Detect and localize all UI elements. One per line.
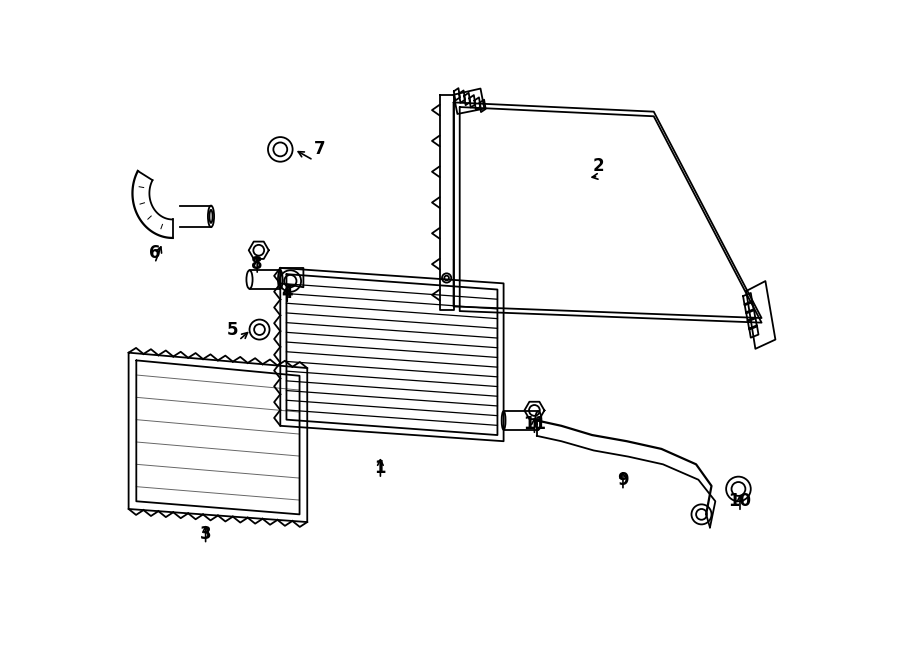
Text: 9: 9 (617, 471, 629, 488)
Text: 11: 11 (523, 415, 546, 433)
Text: 7: 7 (313, 140, 325, 159)
Text: 5: 5 (227, 321, 239, 338)
Text: 3: 3 (200, 525, 212, 543)
Text: 6: 6 (149, 243, 160, 262)
Text: 2: 2 (592, 157, 604, 175)
Text: 4: 4 (282, 284, 293, 302)
Text: 1: 1 (374, 459, 386, 477)
Text: 10: 10 (728, 492, 752, 510)
Text: 8: 8 (251, 255, 263, 273)
